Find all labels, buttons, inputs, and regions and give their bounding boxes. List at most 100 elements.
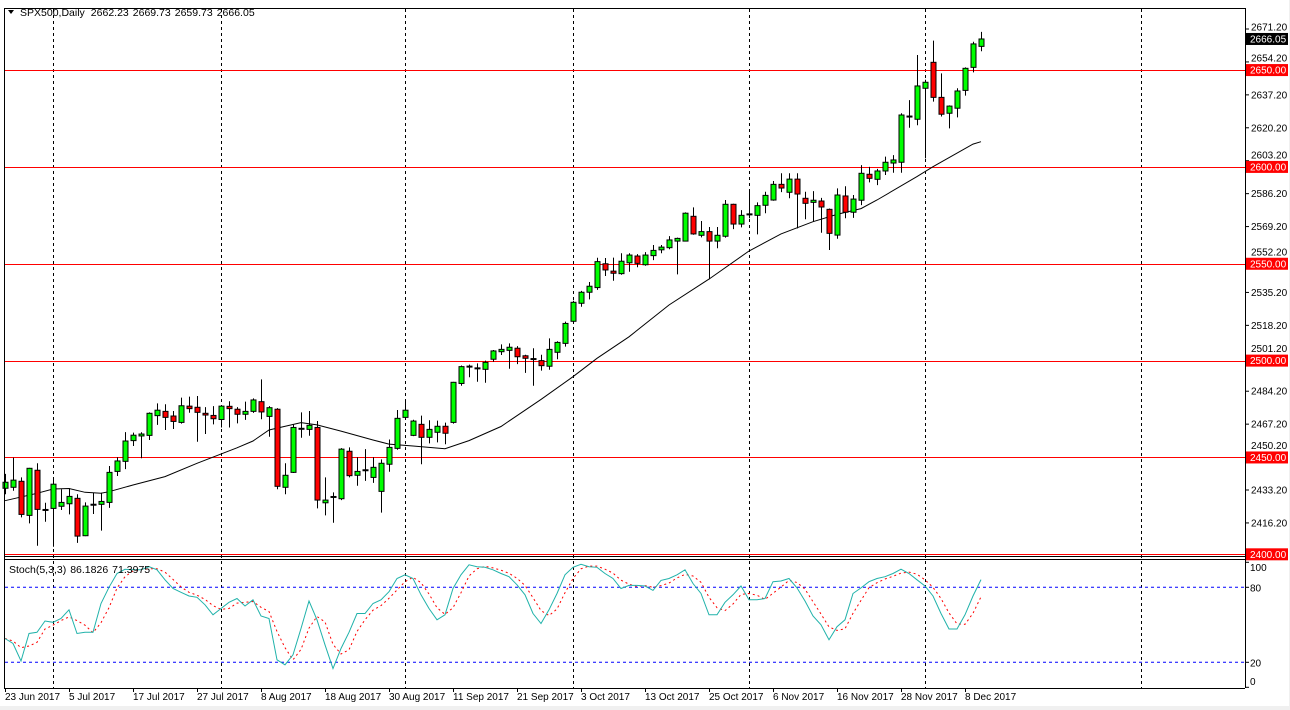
price-tick-label: 2467.20 <box>1251 420 1288 431</box>
candle <box>106 465 113 508</box>
candle <box>738 210 745 228</box>
candle <box>450 381 457 424</box>
candle-body-up <box>490 350 497 360</box>
candle-body-up <box>914 85 921 120</box>
candle-body-up <box>546 348 553 367</box>
candle-body-down <box>234 408 241 415</box>
time-tick-label: 6 Nov 2017 <box>773 692 825 703</box>
candle-body-up <box>578 291 585 304</box>
time-axis[interactable]: 23 Jun 2017 5 Jul 2017 17 Jul 2017 27 Jul 2… <box>5 688 1017 703</box>
candle <box>34 463 41 546</box>
level-price-label: 2550.00 <box>1250 259 1287 270</box>
candle-body-up <box>98 500 105 505</box>
level-price-label: 2600.00 <box>1250 162 1287 173</box>
level-price-tag <box>1246 548 1288 561</box>
candle-body-up <box>458 366 465 384</box>
candle-body-down <box>194 406 201 413</box>
candle <box>626 253 633 272</box>
candle <box>194 396 201 442</box>
level-price-tag <box>1246 451 1288 464</box>
candle-body-up <box>154 409 161 417</box>
candle <box>866 166 873 183</box>
candle <box>882 156 889 176</box>
candle-body-up <box>642 254 649 266</box>
candle <box>938 73 945 117</box>
candle <box>506 343 513 369</box>
candle-body-up <box>962 67 969 91</box>
candle-body-up <box>970 43 977 68</box>
stochastic-panel <box>4 563 1245 670</box>
candle <box>210 406 217 425</box>
price-tick-label: 2569.20 <box>1251 222 1288 233</box>
candle-body-up <box>370 466 377 478</box>
candle <box>170 410 177 429</box>
candle <box>570 300 577 322</box>
candle <box>850 195 857 218</box>
candle-body-up <box>2 481 9 489</box>
candle-body-down <box>634 255 641 264</box>
level-price-tag <box>1246 354 1288 367</box>
candle-body-up <box>106 471 113 503</box>
candle <box>186 396 193 413</box>
candle-body-down <box>346 450 353 477</box>
candle-body-up <box>282 474 289 488</box>
candle-body-up <box>682 212 689 242</box>
candle <box>802 191 809 220</box>
candle <box>794 173 801 229</box>
candle <box>930 40 937 102</box>
candle-body-up <box>498 348 505 353</box>
stochastic-label: Stoch(5,3,3) 86.1826 71.3975 <box>9 564 150 576</box>
candle-body-up <box>114 460 121 472</box>
candle <box>546 338 553 370</box>
candle-body-up <box>946 105 953 114</box>
candle <box>242 401 249 420</box>
time-tick-label: 5 Jul 2017 <box>69 692 116 703</box>
candle <box>698 220 705 238</box>
candle <box>226 401 233 428</box>
candle <box>386 439 393 472</box>
stoch-tick-label: 20 <box>1250 658 1262 669</box>
candle <box>146 412 153 441</box>
chart-frame <box>4 8 1246 689</box>
candle-body-down <box>690 215 697 235</box>
candle <box>50 478 57 547</box>
candle <box>90 492 97 515</box>
candle <box>914 54 921 126</box>
indicator-line: Stoch(5,3,3) 86.1826 71.3975 <box>9 564 150 576</box>
candle <box>658 244 665 254</box>
candle <box>330 492 337 523</box>
time-tick-label: 30 Aug 2017 <box>389 692 446 703</box>
candle <box>842 186 849 219</box>
triangle-down-icon[interactable] <box>8 10 14 14</box>
time-tick-label: 8 Aug 2017 <box>261 692 312 703</box>
price-tick-label: 2450.20 <box>1251 441 1288 452</box>
candle <box>754 202 761 235</box>
candle-body-down <box>866 173 873 179</box>
stoch-signal-line <box>4 565 982 661</box>
symbol-timeframe: SPX500,Daily <box>20 7 86 19</box>
candle <box>378 459 385 513</box>
candle <box>130 432 137 447</box>
candle <box>722 200 729 238</box>
candle-body-down <box>514 347 521 358</box>
price-axis[interactable]: 2671.20 2654.20 2637.20 2620.20 2603.20 2586.… <box>1245 22 1288 688</box>
candle <box>834 188 841 239</box>
candle <box>314 421 321 509</box>
candle-body-down <box>34 469 41 510</box>
candle-body-up <box>626 254 633 264</box>
candle <box>306 410 313 436</box>
candle-body-down <box>842 195 849 213</box>
candle <box>970 41 977 73</box>
candle <box>370 457 377 483</box>
candle-body-down <box>314 426 321 501</box>
candle-body-up <box>322 499 329 504</box>
candle <box>490 349 497 362</box>
time-tick-label: 13 Oct 2017 <box>645 692 700 703</box>
candle-body-up <box>698 231 705 236</box>
candle-body-down <box>930 61 937 98</box>
candle <box>610 257 617 281</box>
indicator-name: Stoch(5,3,3) <box>9 564 66 576</box>
candle-body-up <box>242 410 249 415</box>
candle <box>562 321 569 347</box>
